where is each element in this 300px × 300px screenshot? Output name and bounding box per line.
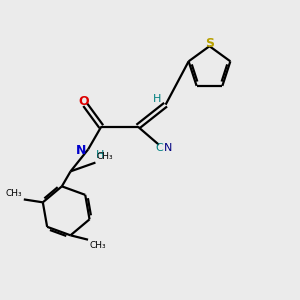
Text: CH₃: CH₃	[97, 152, 113, 161]
Text: CH₃: CH₃	[89, 241, 106, 250]
Text: N: N	[75, 144, 86, 158]
Text: H: H	[96, 150, 105, 160]
Text: C: C	[156, 143, 163, 153]
Text: H: H	[153, 94, 162, 104]
Text: S: S	[205, 37, 214, 50]
Text: N: N	[164, 143, 172, 153]
Text: O: O	[78, 95, 89, 108]
Text: CH₃: CH₃	[6, 189, 22, 198]
